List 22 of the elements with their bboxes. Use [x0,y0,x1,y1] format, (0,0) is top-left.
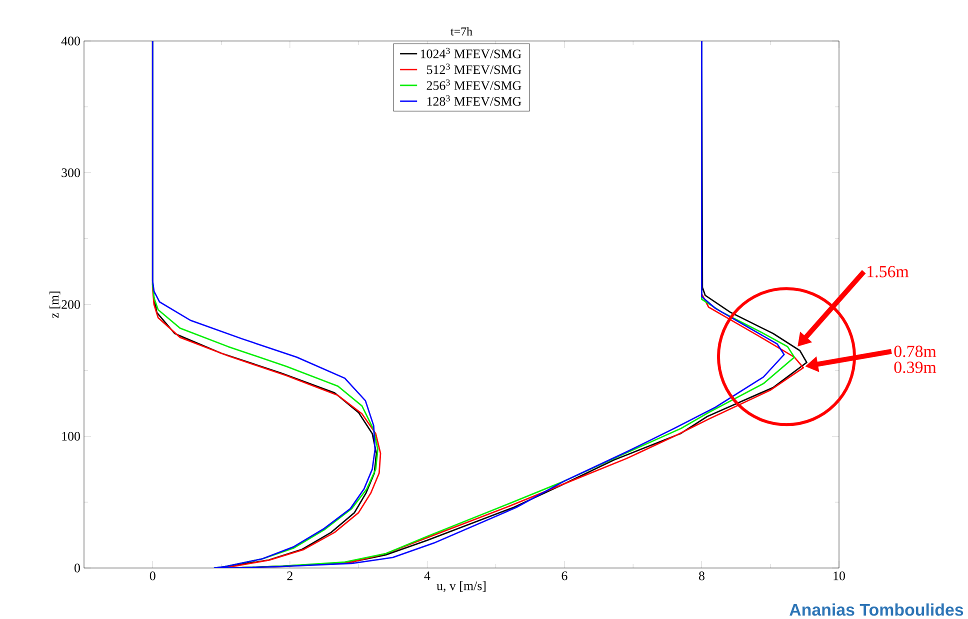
y-tick-label: 0 [74,564,80,572]
chart-title: t=7h [450,27,472,36]
y-tick-label: 300 [62,168,80,178]
x-tick-label: 0 [150,572,156,580]
text: 1.56m [868,266,909,278]
legend-label: 256$^{3}$ MFEV/SMG [426,79,522,90]
x-tick-label: 6 [562,572,568,580]
legend-label: 1024$^{3}$ MFEV/SMG [420,48,522,58]
legend-label: 512$^{3}$ MFEV/SMG [427,64,522,74]
legend-label: 128$^{3}$ MFEV/SMG [427,95,522,106]
y-tick-label: 100 [62,432,80,441]
text: 0.78m [894,346,936,358]
y-tick-label: 400 [61,36,80,46]
text: 0.39m [894,362,936,374]
x-tick-label: 8 [699,572,704,580]
x-tick-label: 4 [424,572,430,580]
x-axis-title: u, v [m/s] [436,581,486,592]
y-axis-title: z [m] [49,292,60,318]
x-tick-label: 2 [287,572,292,580]
text: Ananias Tomboulides [790,603,964,616]
y-tick-label: 200 [62,300,80,309]
x-tick-label: 10 [834,572,845,580]
